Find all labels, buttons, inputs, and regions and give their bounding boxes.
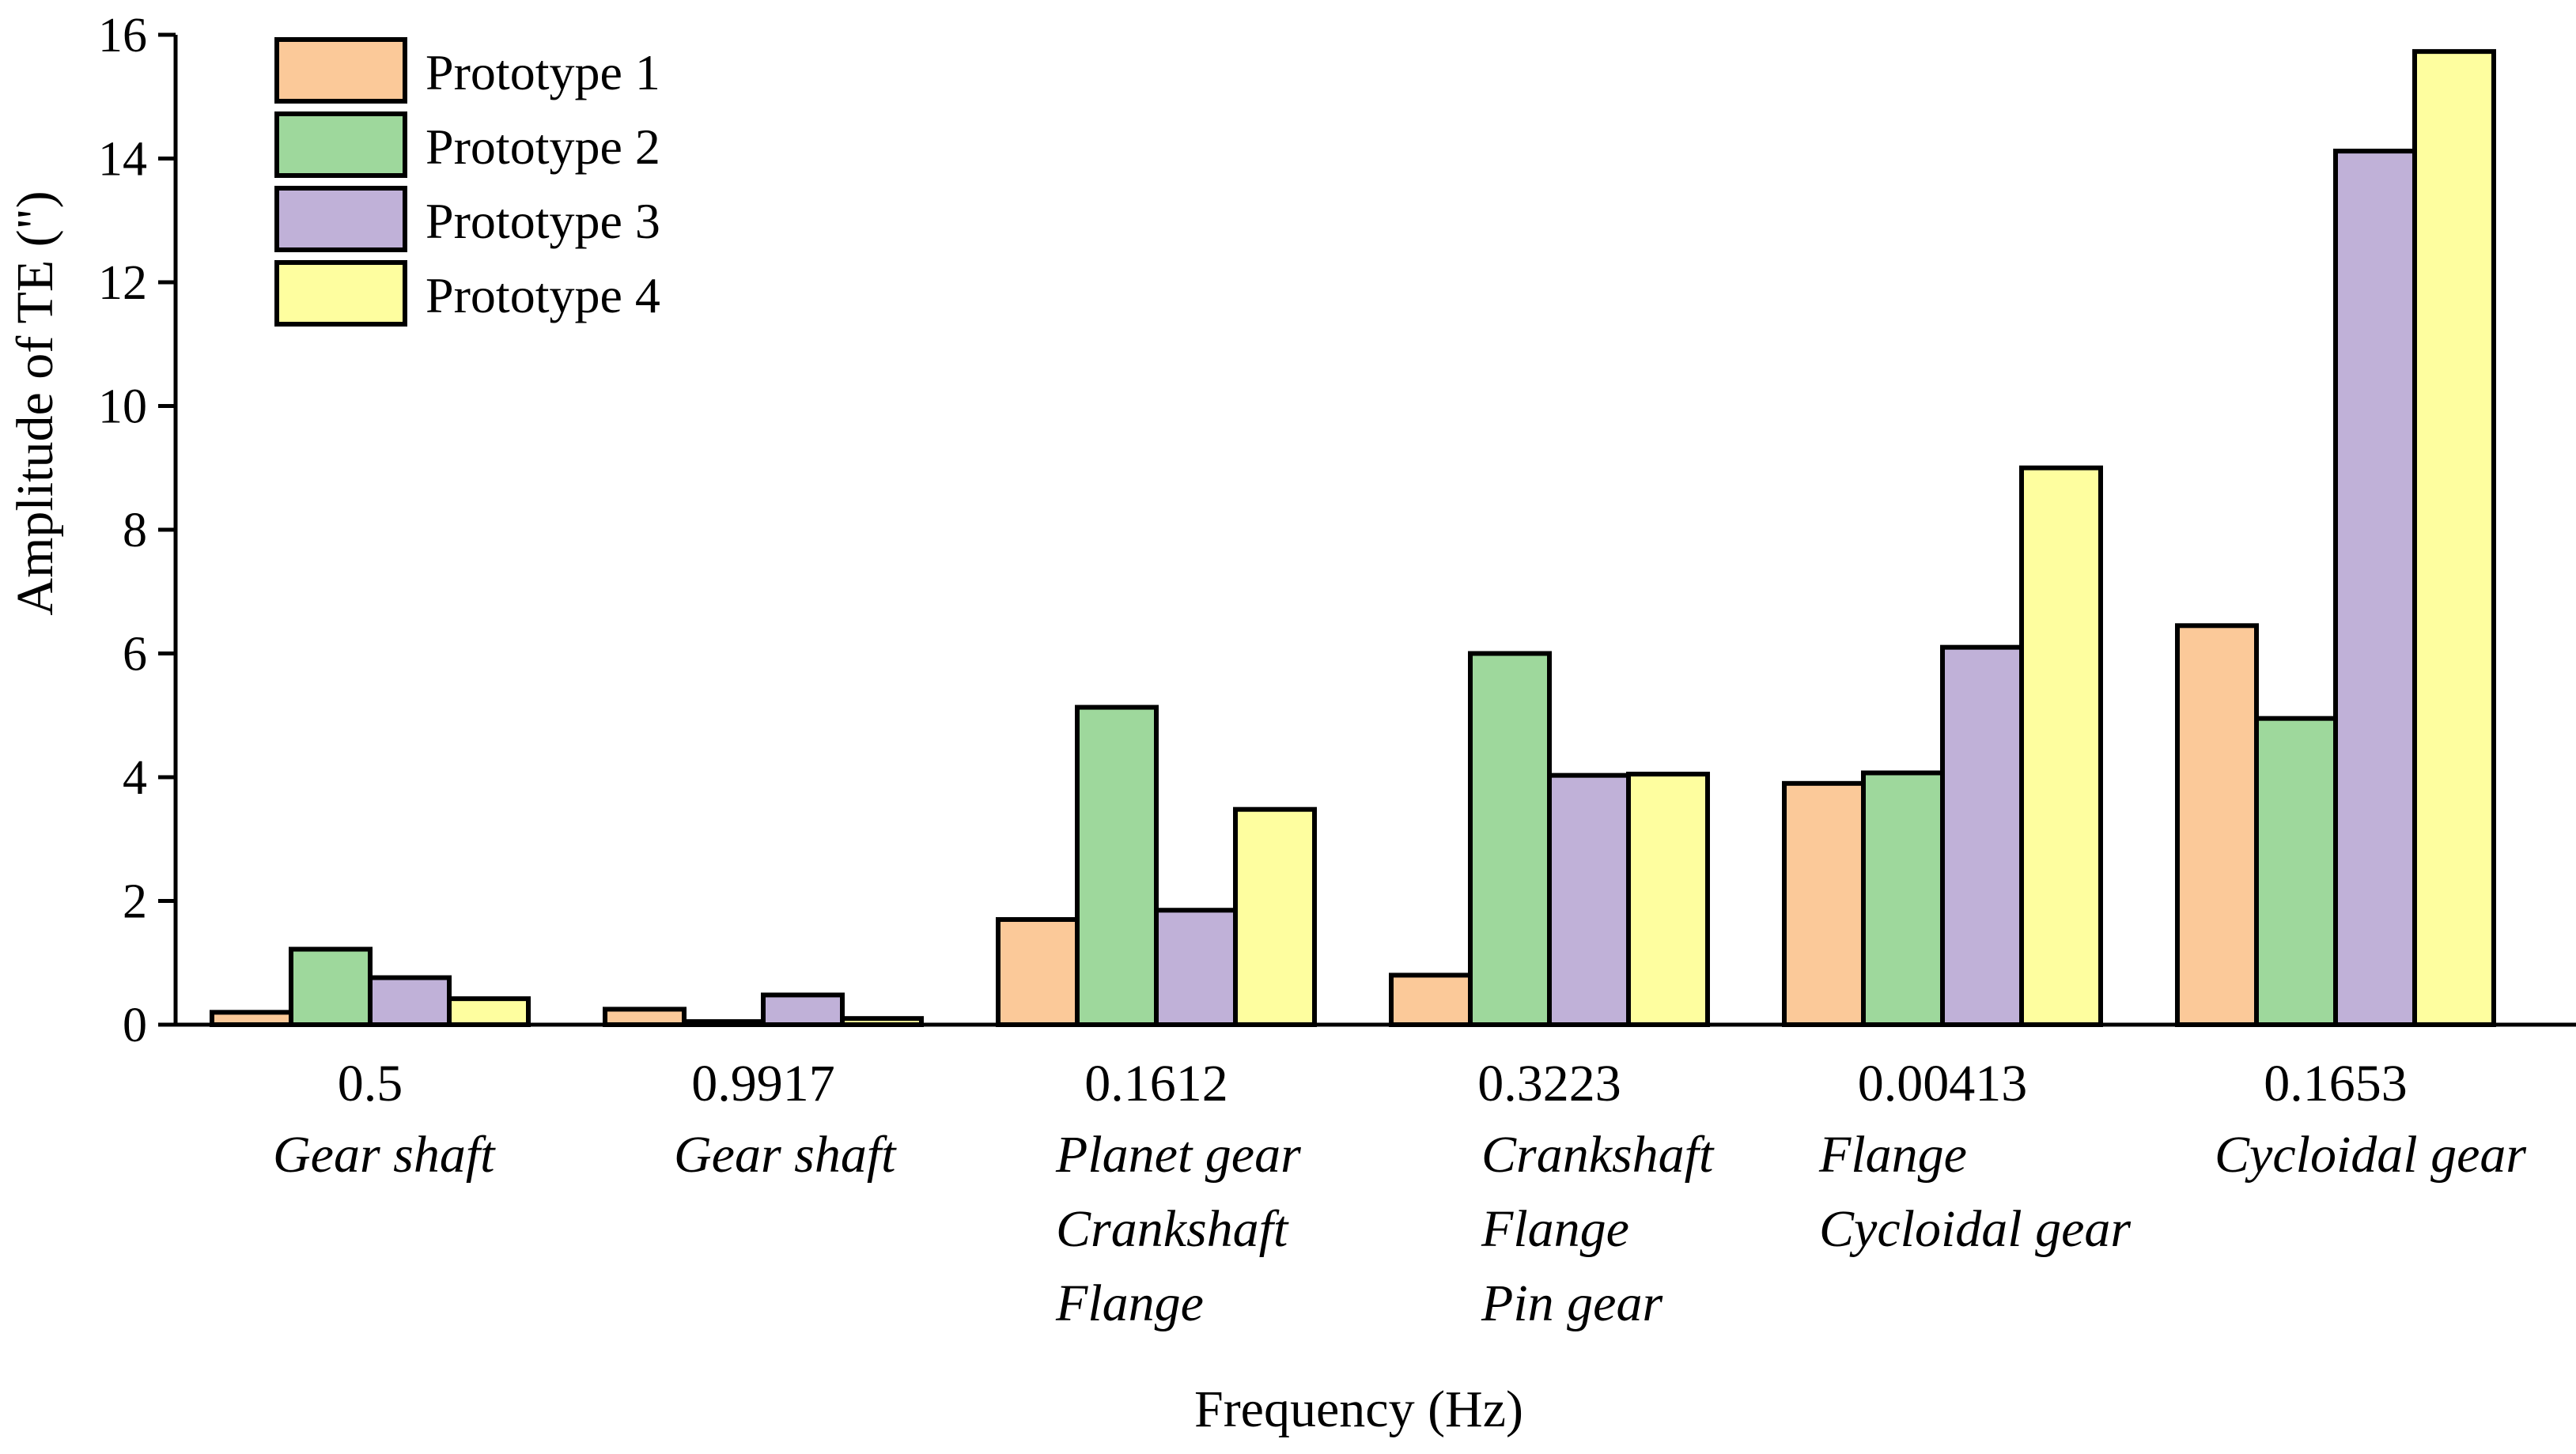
bar-prototype-1-cat-2 [603,1006,687,1027]
x-component-label: Flange [1055,1275,1204,1332]
x-frequency-label: 0.1653 [2264,1055,2408,1112]
x-component-label: Gear shaft [674,1126,897,1184]
legend-swatch [274,260,407,327]
bar-prototype-4-cat-1 [447,996,531,1028]
x-component-label: Crankshaft [1056,1200,1289,1258]
bar-prototype-3-cat-2 [761,992,845,1027]
bar-prototype-3-cat-6 [2333,149,2417,1028]
bar-prototype-1-cat-6 [2175,623,2259,1027]
bar-prototype-3-cat-1 [368,975,452,1028]
bar-prototype-3-cat-4 [1547,772,1631,1028]
bar-prototype-3-cat-3 [1154,908,1238,1028]
x-component-label: Cycloidal gear [2215,1126,2526,1184]
y-tick-label: 0 [123,999,147,1052]
bar-prototype-2-cat-5 [1861,770,1945,1028]
x-labels-layer: 0.5 Gear shaft 0.9917 Gear shaft 0.1612 Plane… [273,1055,2526,1332]
bar-prototype-4-cat-6 [2412,49,2496,1028]
legend: Prototype 1 Prototype 2 Prototype 3 Prototy… [274,37,660,327]
bar-prototype-2-cat-6 [2254,716,2338,1027]
x-frequency-label: 0.9917 [691,1055,835,1112]
legend-swatch [274,186,407,252]
y-tick-label: 4 [123,751,147,805]
bars-layer [210,49,2496,1028]
x-frequency-label: 0.1612 [1084,1055,1228,1112]
y-ticks-layer: 0 2 4 6 8 10 12 14 16 [98,9,176,1052]
legend-label: Prototype 2 [426,119,660,175]
x-component-label: Pin gear [1481,1275,1662,1332]
y-axis-title: Amplitude of TE (") [6,191,64,615]
y-tick-label: 12 [98,256,147,310]
bar-prototype-2-cat-1 [289,946,373,1028]
legend-swatch [274,37,407,104]
bar-prototype-4-cat-5 [2019,465,2103,1027]
y-tick-label: 14 [98,133,147,187]
y-tick-label: 10 [98,380,147,434]
x-axis-title: Frequency (Hz) [1194,1380,1523,1438]
x-component-label: Cycloidal gear [1819,1200,2131,1258]
y-tick-label: 2 [123,875,147,929]
x-component-label: Gear shaft [273,1126,496,1184]
x-component-label: Planet gear [1055,1126,1301,1184]
bar-prototype-4-cat-4 [1626,772,1710,1028]
y-tick-label: 8 [123,504,147,557]
x-component-label: Crankshaft [1481,1126,1715,1184]
legend-label: Prototype 3 [426,193,660,249]
bar-prototype-2-cat-3 [1075,704,1159,1027]
bar-prototype-3-cat-5 [1940,644,2024,1027]
x-frequency-label: 0.00413 [1858,1055,2028,1112]
y-tick-label: 16 [98,9,147,62]
y-tick-label: 6 [123,628,147,682]
bar-prototype-1-cat-4 [1389,972,1473,1028]
x-component-label: Flange [1481,1200,1629,1258]
bar-prototype-4-cat-3 [1233,806,1317,1027]
x-frequency-label: 0.5 [338,1055,403,1112]
bar-prototype-1-cat-5 [1782,780,1866,1027]
legend-label: Prototype 1 [426,44,660,100]
legend-swatch [274,111,407,178]
bar-prototype-2-cat-4 [1468,651,1552,1027]
bar-prototype-1-cat-3 [996,916,1080,1027]
x-frequency-label: 0.3223 [1477,1055,1621,1112]
x-component-label: Flange [1818,1126,1967,1184]
legend-label: Prototype 4 [426,267,660,323]
